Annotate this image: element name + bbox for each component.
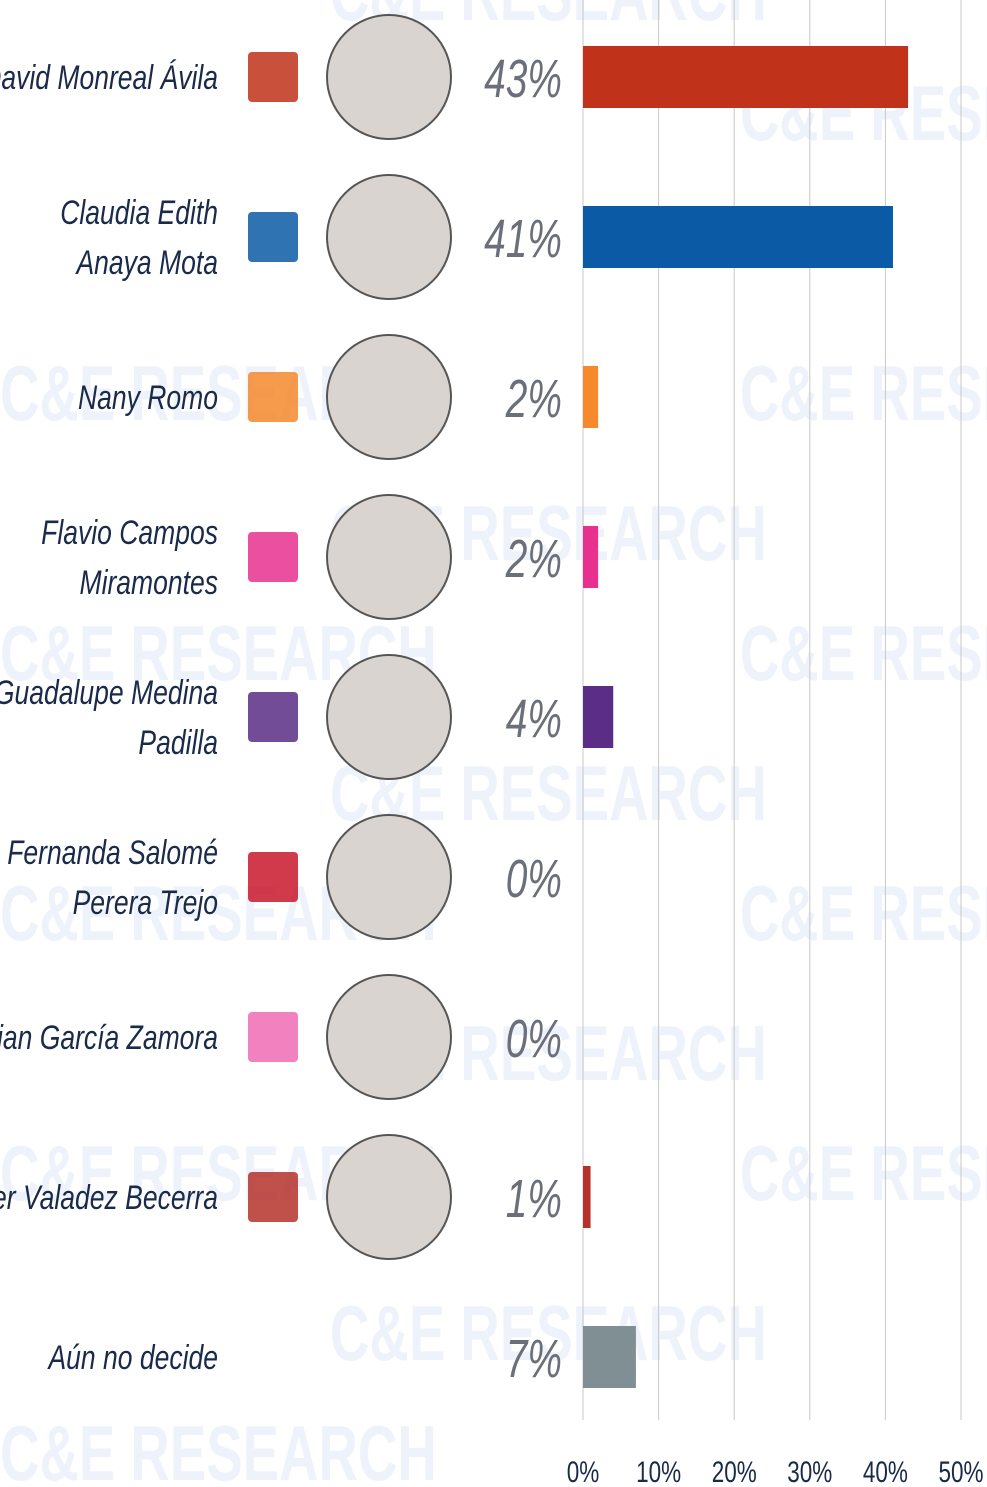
candidate-photo [326, 654, 452, 780]
x-tick-label: 30% [787, 1455, 832, 1487]
candidate-photo [326, 1134, 452, 1260]
party-logo [248, 52, 298, 102]
category-label: Fernanda Salomé Perera Trejo [7, 834, 218, 922]
bar [583, 366, 599, 428]
category-label: David Monreal Ávila [0, 58, 218, 97]
watermark: C&E RESEARCH [330, 1290, 767, 1377]
category-label: Claudia Edith Anaya Mota [60, 194, 218, 282]
x-tick-label: 40% [863, 1455, 908, 1487]
candidate-photo [326, 494, 452, 620]
party-logo [248, 852, 298, 902]
bar [583, 1166, 591, 1228]
party-logo [248, 212, 298, 262]
party-logo [248, 372, 298, 422]
bar [583, 1326, 636, 1388]
value-label: 1% [506, 1168, 562, 1229]
x-tick-label: 0% [567, 1455, 600, 1487]
party-logo [248, 1172, 298, 1222]
x-tick-label: 10% [636, 1455, 681, 1487]
watermark: C&E RESEARCH [740, 610, 987, 697]
category-label: Aún no decide [47, 1339, 218, 1377]
value-label: 4% [506, 688, 562, 749]
value-label: 7% [506, 1328, 562, 1389]
watermark: C&E RESEARCH [0, 1410, 437, 1487]
x-tick-label: 20% [712, 1455, 757, 1487]
category-label: Nany Romo [78, 379, 218, 417]
category-label: Guadalupe Medina Padilla [0, 674, 218, 762]
party-logo [248, 532, 298, 582]
bar [583, 686, 614, 748]
value-label: 2% [505, 528, 562, 589]
category-label: Flavio Campos Miramontes [41, 514, 218, 602]
category-label: Javier Valadez Becerra [0, 1179, 218, 1217]
bar [583, 46, 909, 108]
category-label: Mirian García Zamora [0, 1019, 218, 1057]
candidate-photo [326, 334, 452, 460]
x-tick-label: 50% [938, 1455, 983, 1487]
watermark: C&E RESEARCH [740, 870, 987, 957]
value-label: 2% [505, 368, 562, 429]
candidate-photo [326, 814, 452, 940]
party-logo [248, 692, 298, 742]
bar [583, 206, 893, 268]
value-label: 41% [484, 208, 562, 269]
value-label: 43% [484, 48, 562, 109]
candidate-photo [326, 14, 452, 140]
value-label: 0% [506, 1008, 562, 1069]
watermark: C&E RESEARCH [740, 1130, 987, 1217]
value-label: 0% [506, 848, 562, 909]
watermark: C&E RESEARCH [740, 350, 987, 437]
party-logo [248, 1012, 298, 1062]
bar [583, 526, 599, 588]
candidate-photo [326, 174, 452, 300]
candidate-photo [326, 974, 452, 1100]
